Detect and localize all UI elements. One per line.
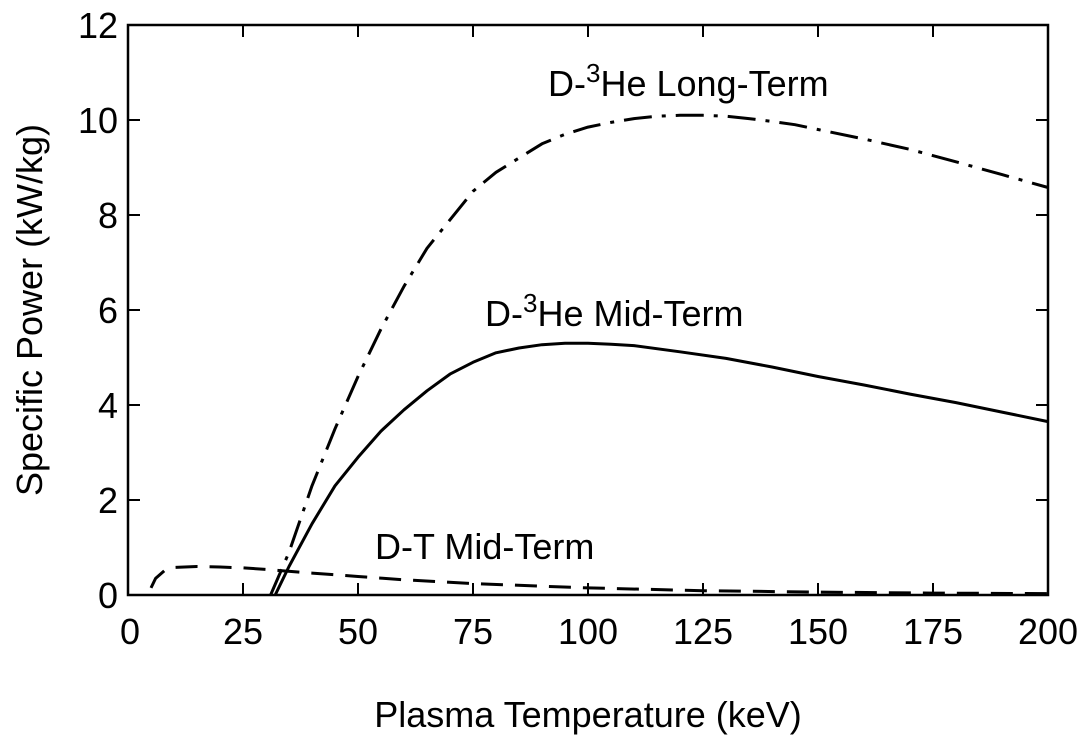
x-tick-label: 25: [223, 611, 263, 652]
series-line-mid-term: [273, 341, 1049, 596]
series-label-long-term: D-3He Long-Term: [548, 58, 829, 104]
x-axis-title: Plasma Temperature (keV): [374, 694, 802, 735]
x-tick-label: 0: [120, 611, 140, 652]
series-line-long-term: [269, 113, 1049, 596]
y-tick-label: 6: [98, 290, 118, 331]
y-tick-label: 8: [98, 195, 118, 236]
y-tick-label: 12: [78, 5, 118, 46]
y-tick-label: 4: [98, 385, 118, 426]
x-tick-label: 75: [453, 611, 493, 652]
x-tick-label: 100: [558, 611, 618, 652]
y-axis-title: Specific Power (kW/kg): [9, 124, 50, 496]
x-tick-label: 175: [903, 611, 963, 652]
series-layer: [149, 113, 1049, 596]
x-tick-label: 50: [338, 611, 378, 652]
x-tick-label: 200: [1018, 611, 1078, 652]
y-tick-label: 10: [78, 100, 118, 141]
y-tick-label: 2: [98, 480, 118, 521]
series-label-dt-mid-term: D-T Mid-Term: [375, 526, 594, 567]
x-tick-label: 150: [788, 611, 848, 652]
series-line-dt-mid-term: [149, 565, 1049, 596]
series-label-mid-term: D-3He Mid-Term: [485, 288, 743, 334]
labels-layer: D-3He Long-Term D-3He Mid-Term D-T Mid-Ter…: [375, 58, 829, 567]
x-tick-label: 125: [673, 611, 733, 652]
ticks-layer: 0 25 50 75 100 125 150 175 200 0 2 4 6 8 10 12: [78, 5, 1078, 652]
y-tick-label: 0: [98, 575, 118, 616]
